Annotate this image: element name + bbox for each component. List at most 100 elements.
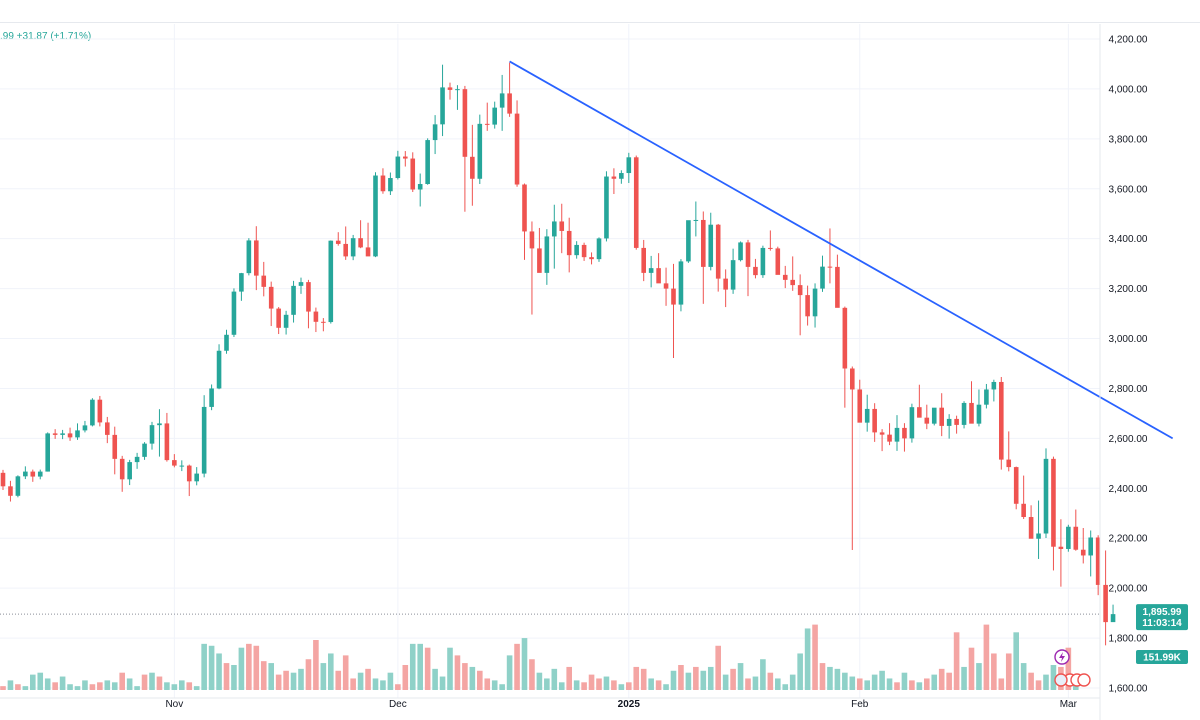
candle-body: [417, 184, 423, 190]
volume-bar: [432, 668, 438, 690]
candle-body: [626, 157, 632, 174]
volume-bar: [305, 659, 312, 690]
candle-body: [45, 433, 50, 472]
candle-body: [902, 427, 907, 439]
candle-body: [276, 308, 281, 328]
candle-body: [172, 460, 177, 466]
candle-body: [976, 404, 982, 424]
volume-bar: [760, 659, 766, 690]
y-tick-label: 3,000.00: [1109, 334, 1148, 345]
y-tick-label: 4,200.00: [1109, 34, 1148, 45]
volume-bar: [365, 668, 371, 690]
candle-body: [879, 432, 885, 435]
volume-bar: [611, 680, 617, 690]
volume-bar: [208, 645, 215, 690]
candle-body: [179, 465, 185, 467]
candle-body: [0, 472, 6, 487]
volume-bar: [804, 628, 811, 690]
x-tick-label: Mar: [1060, 699, 1078, 710]
candle-body: [1028, 517, 1034, 539]
volume-bar: [156, 676, 163, 690]
volume-bar: [730, 668, 736, 690]
candle-body: [335, 240, 341, 244]
candle-body: [820, 266, 825, 289]
volume-bar: [722, 674, 729, 690]
candle-body: [544, 236, 550, 273]
candle-body: [350, 238, 356, 257]
candle-body: [589, 257, 594, 260]
candle-body: [149, 425, 155, 444]
candle-body: [790, 279, 795, 286]
candle-body: [298, 282, 304, 286]
volume-bar: [1028, 672, 1034, 690]
candle-body: [268, 286, 274, 309]
candle-body: [872, 408, 877, 433]
volume-bar: [871, 674, 878, 690]
candle-body: [864, 408, 870, 423]
candle-body: [671, 288, 676, 305]
chart-toolbar: [0, 0, 1200, 23]
candle-body: [164, 423, 170, 461]
y-tick-label: 2,000.00: [1109, 584, 1148, 595]
candle-body: [723, 278, 728, 290]
volume-bar: [678, 665, 684, 690]
price-change-readout: .99 +31.87 (+1.71%): [0, 31, 92, 42]
volume-bar: [573, 680, 580, 690]
volume-bar: [15, 684, 21, 690]
candle-body: [373, 175, 378, 257]
candle-body: [455, 89, 460, 91]
candle-body: [842, 307, 848, 369]
candle-body: [1013, 467, 1019, 504]
candle-body: [894, 427, 900, 442]
volume-bar: [298, 668, 304, 690]
volume-bar: [856, 678, 863, 690]
candle-body: [760, 247, 766, 276]
volume-bar: [37, 672, 44, 690]
candle-body: [105, 422, 110, 435]
lightning-glyph: [1059, 652, 1065, 662]
candle-body: [969, 402, 974, 424]
candle-body: [82, 425, 88, 431]
volume-bar: [924, 678, 930, 690]
volume-bar: [469, 666, 476, 690]
candle-body: [984, 389, 989, 405]
candle-body: [738, 242, 743, 261]
volume-bar: [670, 670, 677, 690]
candle-body: [142, 443, 147, 457]
volume-bar: [380, 680, 386, 690]
candle-body: [492, 107, 497, 125]
volume-bar: [1065, 647, 1072, 690]
candle-body: [827, 266, 833, 268]
candle-body: [134, 456, 140, 463]
candle-body: [730, 260, 736, 290]
volume-bar: [201, 643, 207, 690]
candle-body: [112, 434, 118, 459]
volume-bar: [67, 684, 73, 690]
volume-bar: [335, 670, 342, 690]
volume-bar: [7, 680, 14, 690]
volume-bar: [268, 663, 274, 690]
y-tick-label: 1,800.00: [1109, 634, 1148, 645]
volume-bar: [901, 672, 908, 690]
last-price-tag: [1136, 604, 1188, 631]
candle-body: [693, 219, 699, 221]
candle-body: [216, 350, 222, 389]
volume-bar: [998, 678, 1005, 690]
candle-body: [157, 423, 162, 426]
volume-bar: [1035, 680, 1042, 690]
volume-bar: [1020, 663, 1027, 690]
candle-body: [552, 221, 557, 237]
candle-body: [440, 87, 445, 125]
candle-body: [1066, 526, 1071, 549]
candle-body: [358, 238, 363, 248]
candle-body: [641, 247, 646, 273]
candle-body: [380, 175, 386, 192]
volume-bar: [216, 653, 222, 690]
candle-body: [261, 275, 267, 287]
candle-body: [1036, 533, 1041, 539]
candle-body: [484, 123, 490, 125]
volume-bar: [864, 680, 870, 690]
us-flag-icon: [1054, 673, 1068, 687]
